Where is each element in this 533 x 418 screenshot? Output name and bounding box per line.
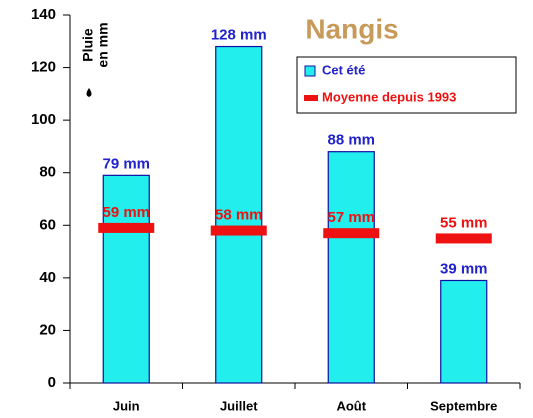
y-tick-label: 0	[48, 374, 56, 391]
y-tick-label: 120	[31, 59, 56, 76]
bar	[102, 174, 150, 384]
x-tick-label: Juin	[113, 398, 140, 413]
x-tick-label: Septembre	[430, 398, 497, 413]
average-mark	[210, 225, 267, 236]
legend-swatch	[304, 95, 318, 101]
y-axis-label: Pluie	[80, 28, 96, 62]
data-label: 88 mm	[327, 132, 375, 149]
drop-icon	[86, 88, 92, 97]
y-tick-label: 140	[31, 6, 56, 23]
bar	[327, 151, 375, 384]
data-label: 57 mm	[327, 209, 375, 226]
x-tick-label: Juillet	[220, 398, 258, 413]
bar	[215, 45, 263, 384]
legend-swatch	[304, 65, 316, 77]
average-mark	[323, 228, 380, 239]
data-label: 128 mm	[211, 27, 267, 44]
legend	[296, 56, 517, 114]
data-label: 39 mm	[440, 260, 488, 277]
bar	[440, 279, 488, 384]
y-axis-label: en mm	[95, 22, 111, 67]
y-tick-label: 80	[39, 164, 56, 181]
data-label: 58 mm	[215, 207, 263, 224]
chart-title: Nangis	[305, 13, 398, 44]
y-tick-label: 20	[39, 321, 56, 338]
y-tick-label: 40	[39, 269, 56, 286]
y-tick-label: 60	[39, 216, 56, 233]
data-label: 79 mm	[102, 155, 150, 172]
average-mark	[98, 222, 155, 233]
data-label: 59 mm	[102, 204, 150, 221]
x-tick-label: Août	[336, 398, 366, 413]
average-mark	[435, 233, 492, 244]
legend-label: Cet été	[322, 62, 365, 77]
legend-label: Moyenne depuis 1993	[322, 89, 456, 104]
data-label: 55 mm	[440, 214, 488, 231]
y-tick-label: 100	[31, 111, 56, 128]
